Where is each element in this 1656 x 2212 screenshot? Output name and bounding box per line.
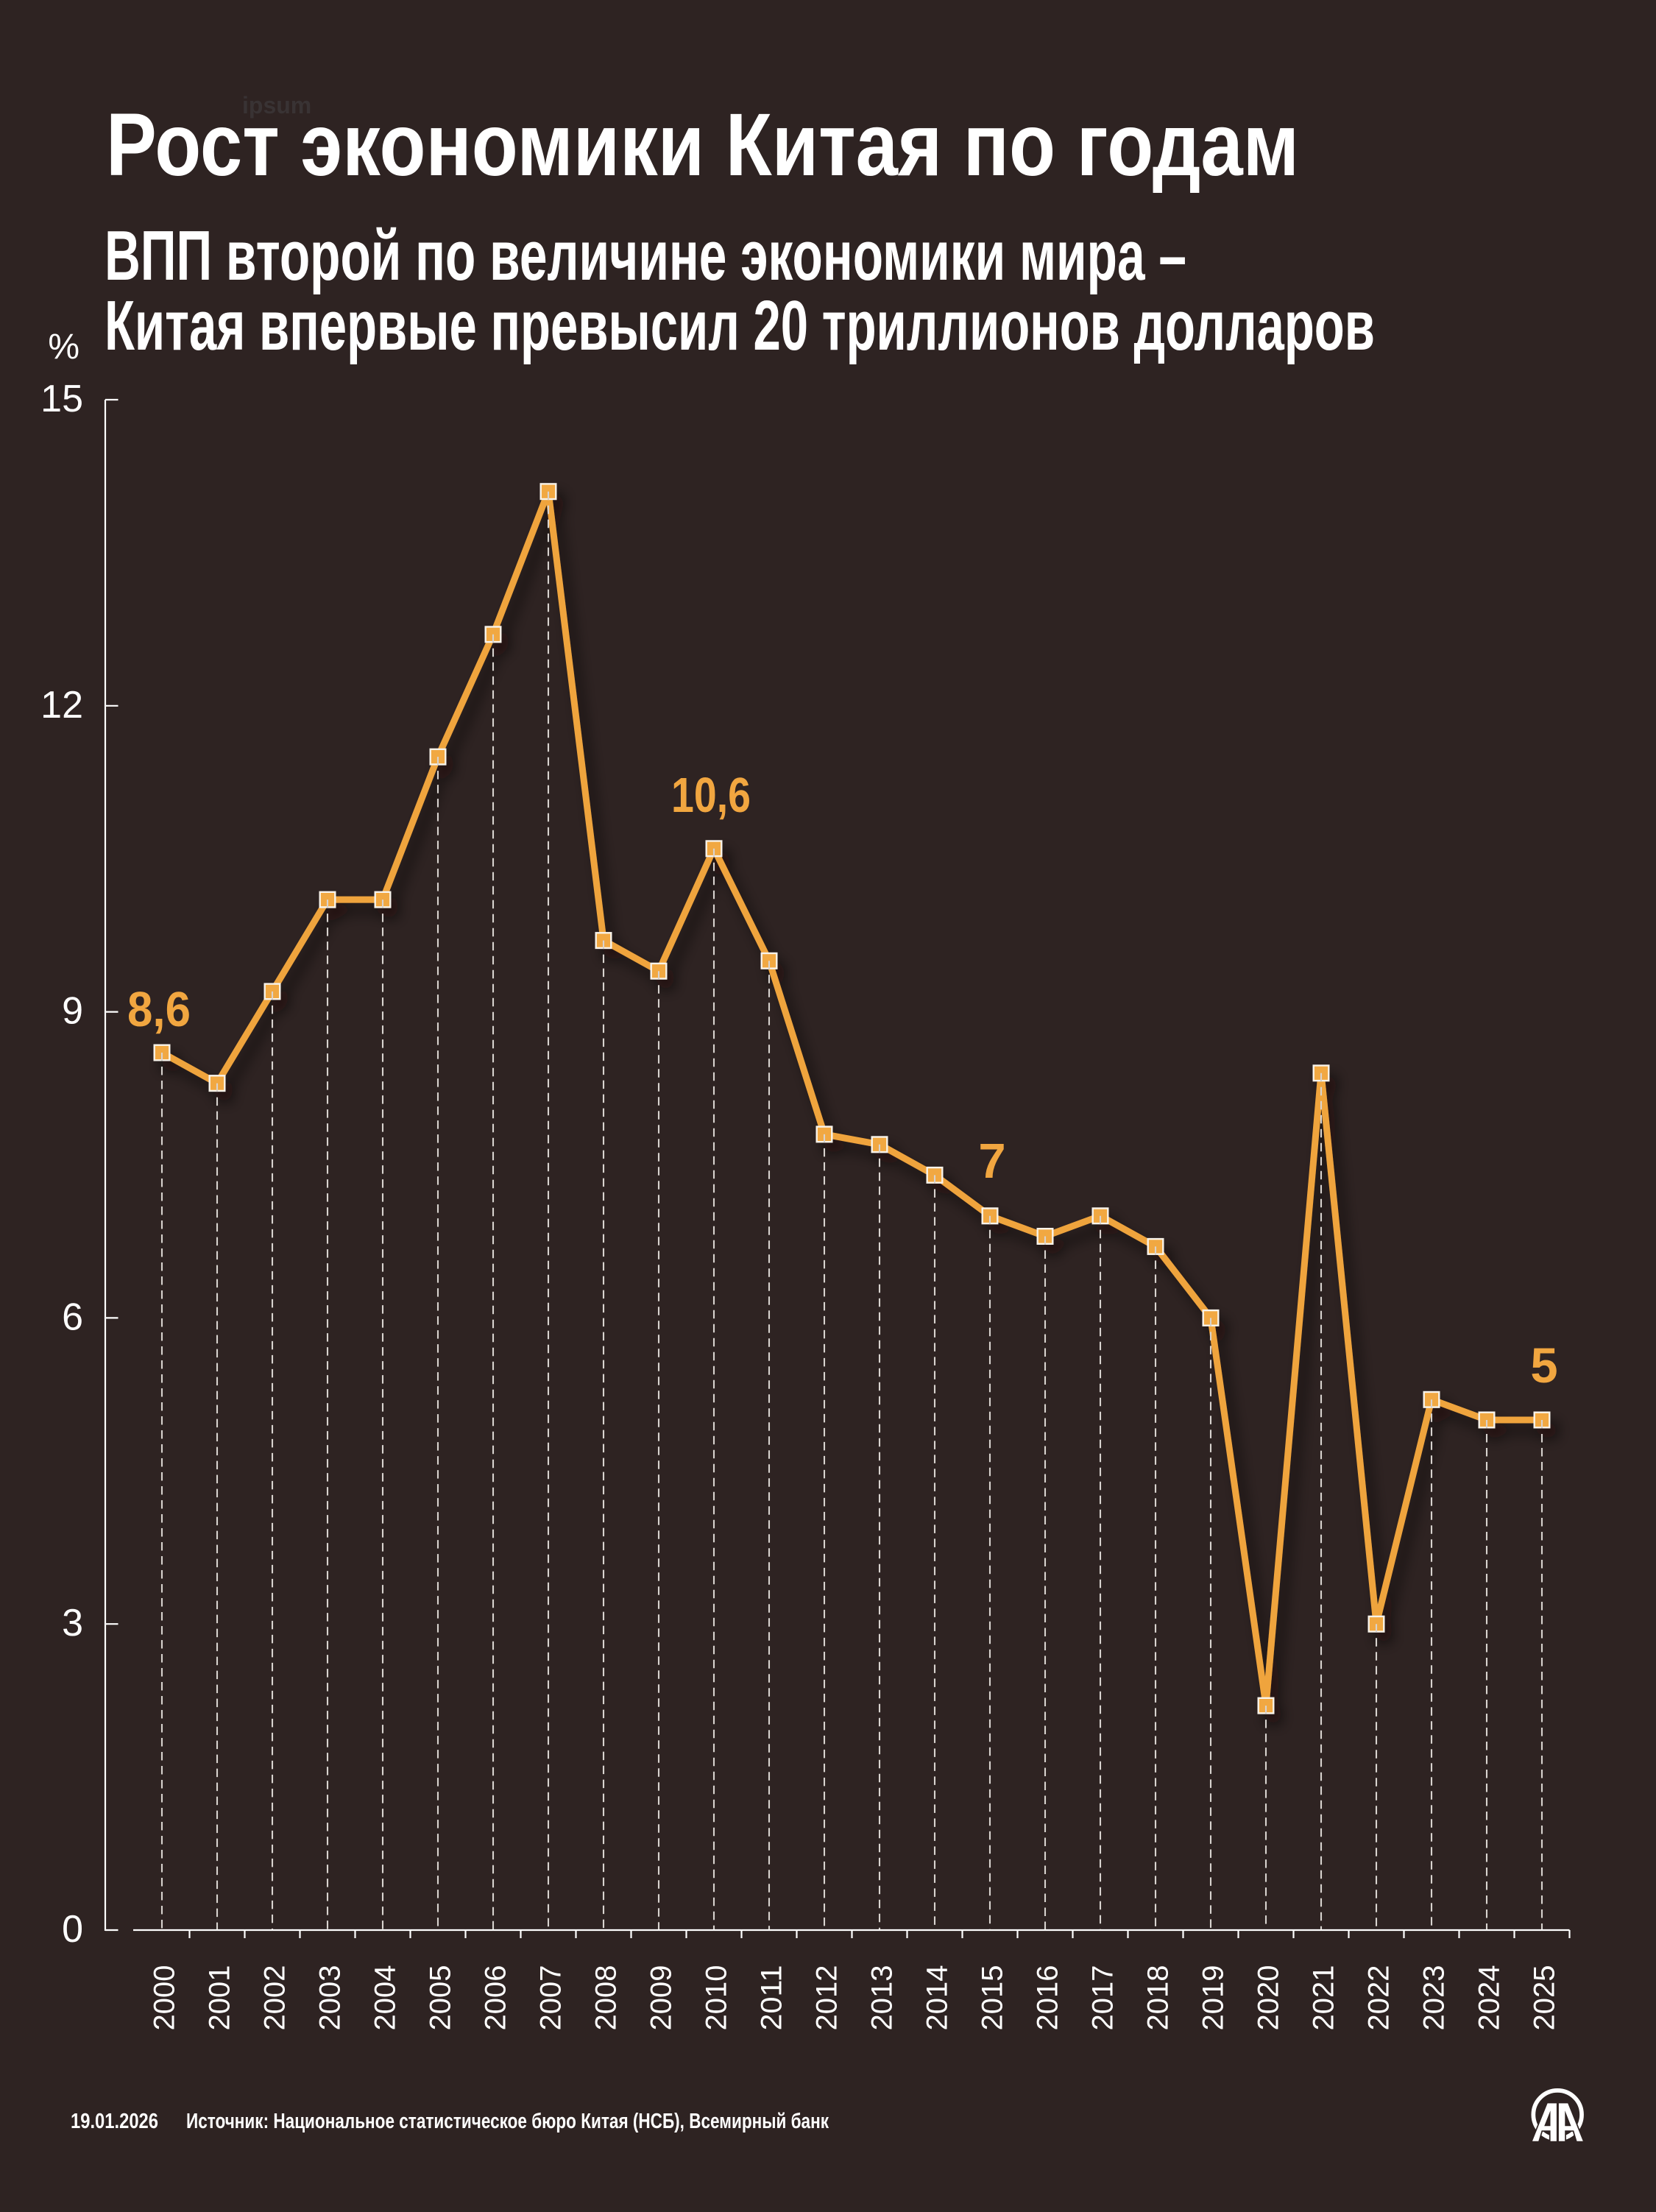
svg-text:2016: 2016 bbox=[1032, 1965, 1064, 2031]
svg-text:8,6: 8,6 bbox=[127, 982, 191, 1037]
svg-text:2022: 2022 bbox=[1363, 1965, 1395, 2031]
svg-text:6: 6 bbox=[62, 1296, 83, 1338]
svg-text:10,6: 10,6 bbox=[671, 768, 751, 823]
svg-text:2012: 2012 bbox=[811, 1965, 843, 2031]
svg-text:2010: 2010 bbox=[701, 1965, 733, 2031]
svg-text:0: 0 bbox=[62, 1908, 83, 1951]
svg-text:2021: 2021 bbox=[1308, 1965, 1340, 2031]
svg-text:2000: 2000 bbox=[149, 1965, 181, 2031]
svg-text:5: 5 bbox=[1530, 1338, 1557, 1393]
svg-text:Источник: Национальное статист: Источник: Национальное статистическое бю… bbox=[186, 2110, 829, 2133]
svg-text:2023: 2023 bbox=[1418, 1965, 1451, 2031]
svg-text:2018: 2018 bbox=[1142, 1965, 1175, 2031]
svg-text:2017: 2017 bbox=[1087, 1965, 1119, 2031]
svg-text:12: 12 bbox=[40, 684, 83, 727]
svg-text:Рост экономики Китая по годам: Рост экономики Китая по годам bbox=[106, 94, 1299, 194]
svg-text:2011: 2011 bbox=[756, 1965, 788, 2031]
svg-text:2003: 2003 bbox=[314, 1965, 347, 2031]
svg-text:9: 9 bbox=[62, 990, 83, 1033]
svg-text:2015: 2015 bbox=[977, 1965, 1009, 2031]
svg-text:7: 7 bbox=[978, 1134, 1005, 1189]
svg-text:2024: 2024 bbox=[1473, 1965, 1506, 2031]
svg-text:2008: 2008 bbox=[590, 1965, 623, 2031]
svg-text:2009: 2009 bbox=[645, 1965, 678, 2031]
svg-text:2006: 2006 bbox=[480, 1965, 512, 2031]
svg-text:2020: 2020 bbox=[1253, 1965, 1285, 2031]
svg-text:2025: 2025 bbox=[1529, 1965, 1561, 2031]
svg-text:2002: 2002 bbox=[259, 1965, 291, 2031]
svg-text:15: 15 bbox=[40, 378, 83, 420]
svg-text:2007: 2007 bbox=[535, 1965, 567, 2031]
svg-text:2019: 2019 bbox=[1197, 1965, 1230, 2031]
svg-text:2001: 2001 bbox=[204, 1965, 236, 2031]
svg-text:2005: 2005 bbox=[425, 1965, 457, 2031]
svg-text:2014: 2014 bbox=[921, 1965, 954, 2031]
svg-text:3: 3 bbox=[62, 1602, 83, 1644]
svg-text:%: % bbox=[48, 328, 79, 367]
svg-text:19.01.2026: 19.01.2026 bbox=[71, 2110, 158, 2133]
svg-text:ipsum: ipsum bbox=[242, 92, 311, 119]
svg-text:2004: 2004 bbox=[369, 1965, 402, 2031]
svg-text:ВПП второй по величине экономи: ВПП второй по величине экономики мира – bbox=[105, 216, 1186, 295]
svg-text:2013: 2013 bbox=[866, 1965, 899, 2031]
svg-text:Китая впервые превысил 20 трил: Китая впервые превысил 20 триллионов дол… bbox=[105, 286, 1375, 365]
